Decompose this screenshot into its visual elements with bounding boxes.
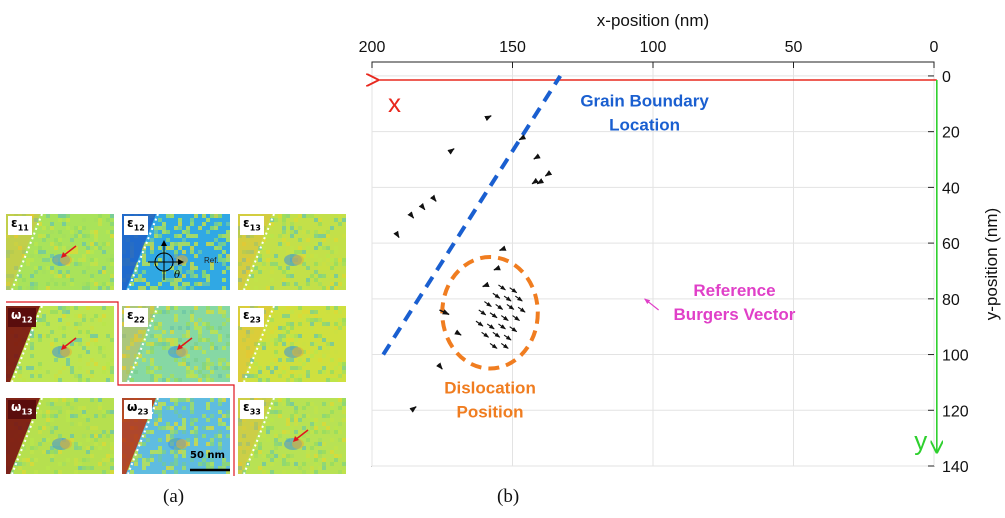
dislocation-burgers-vector	[492, 331, 501, 338]
theta-label: θ	[174, 270, 181, 281]
map-label-e13: ε13	[240, 216, 264, 236]
y-tick-label: 120	[942, 403, 969, 420]
strain-map-grid: ε11 ε12 ε13 ω12 ε22 ε23 ω13 ω23 ε33 θ Ref. 50 nm	[6, 214, 346, 476]
y-tick-label: 140	[942, 459, 969, 476]
burgers-vector	[393, 230, 400, 239]
burgers-vector	[429, 194, 437, 202]
region-divider	[6, 301, 235, 476]
theta-compass-icon	[148, 240, 184, 280]
x-tick-label: 50	[785, 39, 803, 56]
burgers-vector	[531, 177, 539, 185]
burgers-vector	[447, 148, 455, 155]
burgers-vector	[418, 203, 426, 211]
dislocation-burgers-vector	[509, 287, 518, 294]
grain-boundary-label-line2: Location	[609, 116, 680, 135]
dislocation-label-line1: Dislocation	[444, 379, 536, 398]
map-label-w23: ω23	[124, 400, 152, 420]
strain-map-e13	[238, 214, 346, 290]
dislocation-burgers-vector	[486, 323, 495, 330]
dislocation-burgers-vector	[492, 292, 501, 299]
map-label-e12: ε12	[124, 216, 148, 236]
dislocation-burgers-vector	[506, 303, 515, 310]
red-arrow-icon	[61, 337, 77, 350]
x-tick-label: 150	[499, 39, 526, 56]
dislocation-burgers-vector	[475, 320, 484, 327]
map-label-w12: ω12	[8, 308, 36, 328]
burgers-vector	[409, 406, 417, 413]
scale-bar	[190, 468, 230, 472]
burgers-vector	[454, 329, 462, 336]
dislocation-burgers-vector	[498, 323, 506, 330]
x-tick-label: 0	[930, 39, 939, 56]
burgers-vector	[407, 211, 415, 219]
burgers-vector	[493, 265, 501, 271]
burgers-vector	[518, 134, 527, 141]
dislocation-burgers-vector	[495, 303, 504, 310]
dislocation-burgers-vector	[517, 306, 526, 313]
dislocation-burgers-vector	[503, 334, 512, 341]
dislocation-burgers-vector	[484, 301, 492, 308]
y-direction-label: y	[914, 425, 927, 455]
burgers-vector	[536, 178, 545, 185]
dislocation-burgers-vector	[489, 342, 498, 349]
dislocation-burgers-vector	[514, 295, 523, 302]
burgers-vector	[484, 115, 492, 122]
burgers-vector	[436, 362, 443, 370]
dislocation-burgers-vector	[512, 315, 520, 321]
scale-bar-label: 50 nm	[190, 450, 225, 461]
x-tick-label: 100	[640, 39, 667, 56]
y-tick-label: 60	[942, 236, 960, 253]
grain-boundary-label-line1: Grain Boundary	[580, 92, 709, 111]
map-label-e23: ε23	[240, 308, 264, 328]
burgers-vector	[482, 281, 490, 288]
x-axis-label: x-position (nm)	[597, 11, 709, 30]
dislocation-burgers-vector	[498, 284, 506, 291]
y-tick-label: 0	[942, 69, 951, 86]
y-tick-label: 40	[942, 180, 960, 197]
burgers-vector	[498, 245, 507, 252]
y-tick-label: 80	[942, 292, 960, 309]
burgers-vector	[533, 153, 541, 160]
dislocation-burgers-vector	[500, 315, 509, 321]
burgers-vector	[439, 309, 450, 316]
grain-boundary-line	[381, 74, 562, 356]
dislocation-burgers-vector	[481, 331, 490, 338]
dislocation-burgers-vector	[500, 342, 509, 349]
map-label-w13: ω13	[8, 400, 36, 420]
x-direction-label: x	[388, 88, 401, 118]
reference-burgers-arrow	[644, 298, 659, 311]
dislocation-burgers-vector	[478, 309, 487, 316]
map-label-e22: ε22	[124, 308, 148, 328]
dislocation-burgers-vector	[503, 295, 512, 302]
dislocation-label-line2: Position	[456, 403, 523, 422]
ref-label: Ref.	[204, 256, 219, 265]
dislocation-burgers-vector	[489, 312, 498, 319]
map-label-e11: ε11	[8, 216, 32, 236]
dislocation-burgers-vector	[509, 326, 518, 333]
burgers-vector	[544, 170, 553, 177]
y-axis-label: y-position (nm)	[982, 208, 1001, 320]
red-arrow-icon	[177, 337, 193, 350]
red-arrow-icon	[61, 245, 77, 258]
reference-label-line1: Reference	[693, 281, 775, 300]
reference-label-line2: Burgers Vector	[674, 305, 796, 324]
y-tick-label: 100	[942, 348, 969, 365]
x-tick-label: 200	[359, 39, 386, 56]
panel-b-caption: (b)	[497, 486, 520, 507]
map-label-e33: ε33	[240, 400, 264, 420]
y-tick-label: 20	[942, 125, 960, 142]
red-arrow-icon	[293, 429, 309, 442]
panel-a-caption: (a)	[163, 486, 185, 507]
strain-map-w23	[122, 398, 230, 474]
